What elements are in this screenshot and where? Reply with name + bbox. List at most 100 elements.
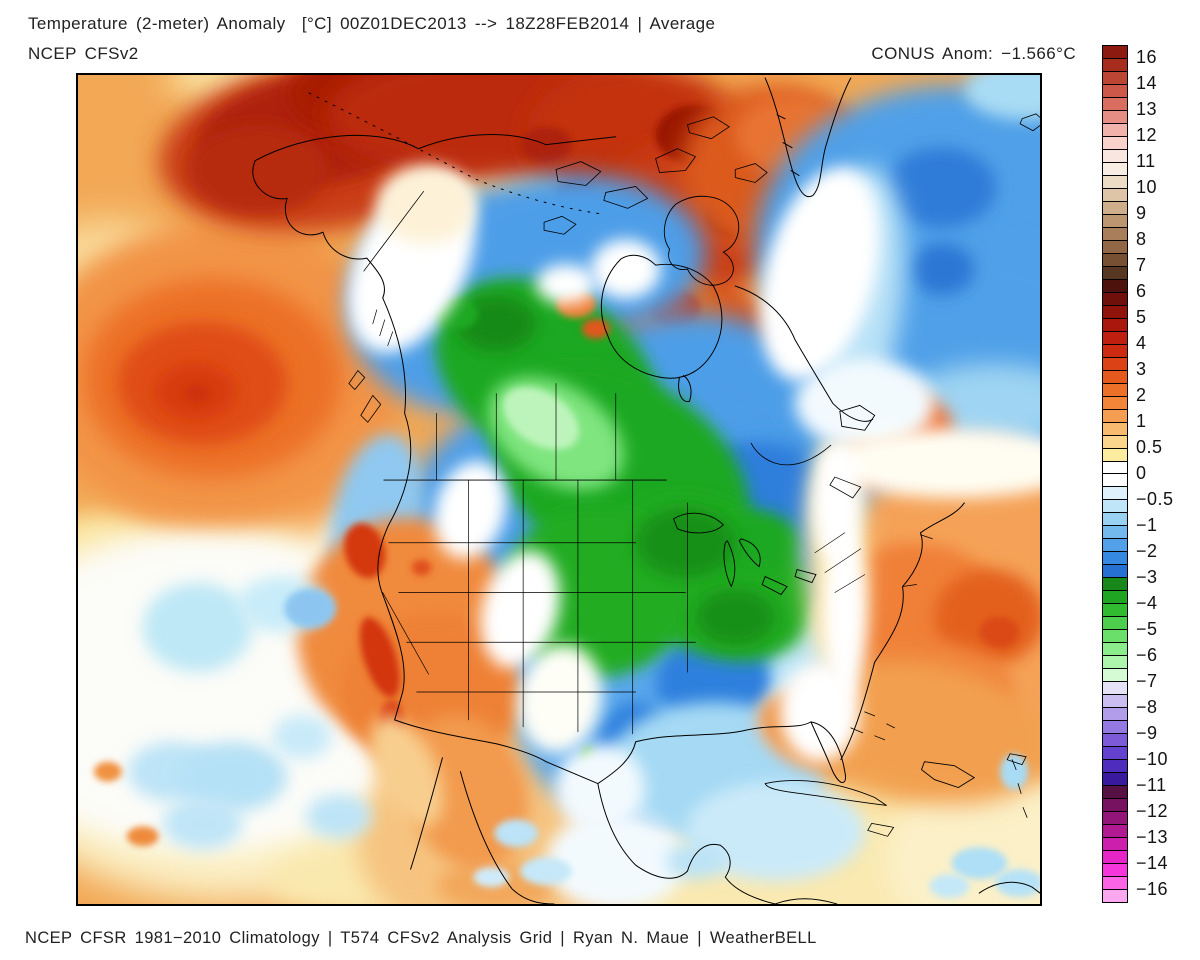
colorbar-cell bbox=[1103, 409, 1127, 423]
anomaly-map-frame bbox=[76, 73, 1042, 906]
map-title: Temperature (2-meter) Anomaly [°C] 00Z01… bbox=[28, 14, 716, 33]
colorbar-cell bbox=[1103, 656, 1127, 670]
colorbar-cell bbox=[1103, 201, 1127, 215]
colorbar-cell bbox=[1103, 825, 1127, 839]
colorbar-tick-label: 10 bbox=[1136, 177, 1158, 198]
colorbar-labels: 16 14 13 12 11 10 9 8 7 6 5 4 3 2 1 0.5 0 −0.5 −1 −2 −3 −4 −5 −… bbox=[1136, 45, 1196, 903]
colorbar-tick-label: −16 bbox=[1136, 879, 1169, 900]
colorbar bbox=[1102, 45, 1128, 903]
colorbar-cell bbox=[1103, 578, 1127, 592]
colorbar-tick-label: 1 bbox=[1136, 411, 1147, 432]
colorbar-tick-label: −14 bbox=[1136, 853, 1169, 874]
colorbar-cell bbox=[1103, 175, 1127, 189]
colorbar-cell bbox=[1103, 435, 1127, 449]
colorbar-cell bbox=[1103, 110, 1127, 124]
colorbar-cell bbox=[1103, 838, 1127, 852]
colorbar-cell bbox=[1103, 331, 1127, 345]
colorbar-tick-label: −8 bbox=[1136, 697, 1158, 718]
colorbar-tick-label: 0.5 bbox=[1136, 437, 1163, 458]
colorbar-cell bbox=[1103, 812, 1127, 826]
anomaly-field-blobs bbox=[78, 75, 1040, 904]
colorbar-cell bbox=[1103, 266, 1127, 280]
model-label: NCEP CFSv2 bbox=[28, 44, 139, 63]
colorbar-cell bbox=[1103, 344, 1127, 358]
colorbar-cell bbox=[1103, 46, 1127, 59]
colorbar-tick-label: 12 bbox=[1136, 125, 1158, 146]
colorbar-cell bbox=[1103, 422, 1127, 436]
colorbar-tick-label: −5 bbox=[1136, 619, 1158, 640]
colorbar-tick-label: 8 bbox=[1136, 229, 1147, 250]
colorbar-cell bbox=[1103, 292, 1127, 306]
colorbar-tick-label: 5 bbox=[1136, 307, 1147, 328]
colorbar-cell bbox=[1103, 682, 1127, 696]
colorbar-cell bbox=[1103, 565, 1127, 579]
colorbar-cell bbox=[1103, 97, 1127, 111]
colorbar-tick-label: −2 bbox=[1136, 541, 1158, 562]
colorbar-tick-label: 6 bbox=[1136, 281, 1147, 302]
colorbar-cell bbox=[1103, 214, 1127, 228]
colorbar-cell bbox=[1103, 396, 1127, 410]
colorbar-cell bbox=[1103, 669, 1127, 683]
colorbar-cell bbox=[1103, 162, 1127, 176]
colorbar-tick-label: −4 bbox=[1136, 593, 1158, 614]
colorbar-tick-label: −10 bbox=[1136, 749, 1169, 770]
colorbar-cell bbox=[1103, 461, 1127, 475]
colorbar-tick-label: 4 bbox=[1136, 333, 1147, 354]
colorbar-cell bbox=[1103, 123, 1127, 137]
colorbar-cell bbox=[1103, 513, 1127, 527]
colorbar-cell bbox=[1103, 84, 1127, 98]
colorbar-cell bbox=[1103, 786, 1127, 800]
colorbar-cell bbox=[1103, 58, 1127, 72]
colorbar-tick-label: −13 bbox=[1136, 827, 1169, 848]
colorbar-cell bbox=[1103, 227, 1127, 241]
colorbar-cell bbox=[1103, 604, 1127, 618]
colorbar-tick-label: 9 bbox=[1136, 203, 1147, 224]
colorbar-cell bbox=[1103, 799, 1127, 813]
colorbar-tick-label: −9 bbox=[1136, 723, 1158, 744]
colorbar-cell bbox=[1103, 253, 1127, 267]
conus-anomaly-value: CONUS Anom: −1.566°C bbox=[871, 44, 1076, 63]
colorbar-tick-label: 16 bbox=[1136, 47, 1158, 68]
colorbar-cell bbox=[1103, 487, 1127, 501]
colorbar-cell bbox=[1103, 877, 1127, 890]
colorbar-cell bbox=[1103, 630, 1127, 644]
colorbar-cell bbox=[1103, 760, 1127, 774]
colorbar-cell bbox=[1103, 305, 1127, 319]
colorbar-cell bbox=[1103, 318, 1127, 332]
colorbar-cell bbox=[1103, 721, 1127, 735]
colorbar-cell bbox=[1103, 643, 1127, 657]
colorbar-cell bbox=[1103, 383, 1127, 397]
credit-caption: NCEP CFSR 1981−2010 Climatology | T574 C… bbox=[25, 929, 817, 947]
colorbar-cell bbox=[1103, 747, 1127, 761]
colorbar-cell bbox=[1103, 149, 1127, 163]
colorbar-cell bbox=[1103, 708, 1127, 722]
colorbar-cell bbox=[1103, 448, 1127, 462]
colorbar-tick-label: 14 bbox=[1136, 73, 1158, 94]
colorbar-cell bbox=[1103, 370, 1127, 384]
colorbar-tick-label: 7 bbox=[1136, 255, 1147, 276]
colorbar-cell bbox=[1103, 851, 1127, 865]
colorbar-cell bbox=[1103, 591, 1127, 605]
colorbar-cell bbox=[1103, 136, 1127, 150]
colorbar-cell bbox=[1103, 889, 1127, 902]
colorbar-tick-label: −1 bbox=[1136, 515, 1158, 536]
colorbar-tick-label: −7 bbox=[1136, 671, 1158, 692]
anomaly-map-svg bbox=[78, 75, 1040, 904]
colorbar-tick-label: 0 bbox=[1136, 463, 1147, 484]
colorbar-cell bbox=[1103, 279, 1127, 293]
colorbar-cell bbox=[1103, 773, 1127, 787]
colorbar-tick-label: −3 bbox=[1136, 567, 1158, 588]
colorbar-cell bbox=[1103, 734, 1127, 748]
colorbar-cell bbox=[1103, 617, 1127, 631]
colorbar-cell bbox=[1103, 864, 1127, 877]
colorbar-tick-label: 3 bbox=[1136, 359, 1147, 380]
colorbar-tick-label: −11 bbox=[1136, 775, 1167, 796]
colorbar-tick-label: −0.5 bbox=[1136, 489, 1174, 510]
colorbar-tick-label: 13 bbox=[1136, 99, 1158, 120]
colorbar-cell bbox=[1103, 500, 1127, 514]
colorbar-cell bbox=[1103, 526, 1127, 540]
colorbar-tick-label: 11 bbox=[1136, 151, 1156, 172]
colorbar-cell bbox=[1103, 357, 1127, 371]
coastlines-and-borders bbox=[252, 77, 1040, 904]
